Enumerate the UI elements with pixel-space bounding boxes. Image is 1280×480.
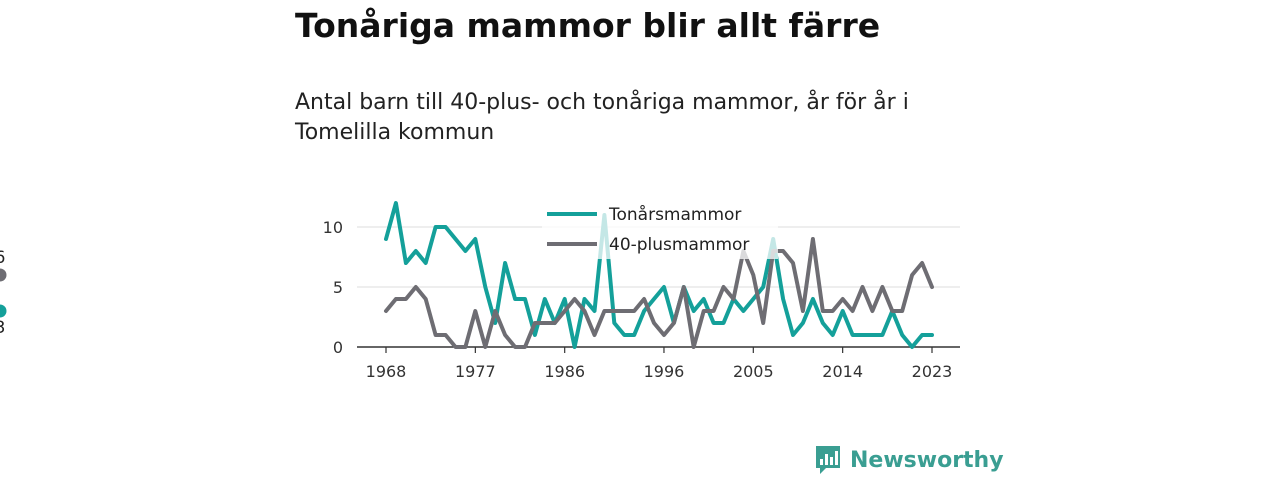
series-line-1 — [384, 201, 934, 349]
series-end-label: 3 — [0, 318, 5, 338]
series-end-point — [0, 268, 7, 282]
chart-subtitle: Antal barn till 40-plus- och tonåriga ma… — [295, 90, 909, 145]
x-tick-label: 2014 — [822, 362, 863, 381]
brand-name: Newsworthy — [850, 447, 1004, 473]
x-tick-label: 1996 — [644, 362, 685, 381]
x-tick-label: 1968 — [366, 362, 407, 381]
x-tick-label: 2005 — [733, 362, 774, 381]
legend: Tonårsmammor 40-plusmammor — [542, 199, 778, 259]
y-tick-label: 10 — [323, 218, 343, 237]
x-tick-label: 1977 — [455, 362, 496, 381]
y-tick-label: 5 — [333, 278, 343, 297]
series-end-point — [0, 304, 7, 318]
bar-chart-speech-bubble-icon — [816, 446, 840, 474]
x-tick-label: 2023 — [912, 362, 953, 381]
x-tick-label: 1986 — [544, 362, 585, 381]
series-lines: 36 — [0, 201, 934, 349]
series-end-label: 6 — [0, 248, 5, 268]
newsworthy-logo: Newsworthy — [814, 444, 1004, 476]
chart-title: Tonåriga mammor blir allt färre — [295, 6, 881, 45]
legend-label: Tonårsmammor — [608, 204, 741, 225]
series-line-2 — [384, 237, 934, 349]
legend-label: 40-plusmammor — [609, 235, 749, 255]
y-tick-label: 0 — [333, 338, 343, 357]
